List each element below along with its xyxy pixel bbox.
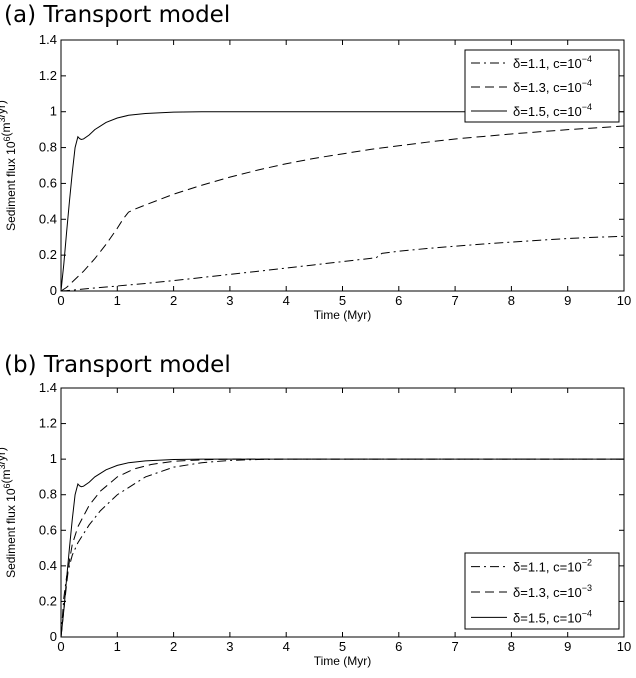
legend-entry: δ=1.5, c=10−4 <box>513 608 592 625</box>
series-line-3 <box>60 111 624 292</box>
y-tick-label: 0.8 <box>39 140 57 155</box>
x-tick-label: 4 <box>283 293 290 308</box>
legend-box <box>464 49 620 123</box>
legend-entry: δ=1.5, c=10−4 <box>513 102 592 119</box>
x-tick-label: 7 <box>451 293 458 308</box>
y-tick-label: 1 <box>50 451 57 466</box>
y-tick-label: 0 <box>50 283 57 298</box>
y-tick-label: 1.4 <box>39 380 57 395</box>
x-tick-label: 0 <box>57 639 64 654</box>
x-tick-label: 3 <box>226 639 233 654</box>
x-tick-label: 6 <box>395 639 402 654</box>
legend: δ=1.1, c=10−4 δ=1.3, c=10−4 δ=1.5, c=10−4 <box>464 49 620 123</box>
y-tick-label: 0.4 <box>39 211 57 226</box>
y-tick-label: 1.2 <box>39 68 57 83</box>
x-tick-label: 1 <box>114 639 121 654</box>
y-tick-label: 0.8 <box>39 487 57 502</box>
panel-b-title: (b) Transport model <box>4 352 231 378</box>
y-tick-label: 0.2 <box>39 247 57 262</box>
chart-panel-a: 0 1 2 3 4 5 6 7 8 9 10 0 0.2 0.4 0.6 0.8 1 1.2 1.4 Time (My… <box>0 32 631 322</box>
y-tick-label: 0.6 <box>39 175 57 190</box>
y-tick-label: 0.6 <box>39 522 57 537</box>
x-tick-label: 0 <box>57 293 64 308</box>
y-tick-label: 1 <box>50 104 57 119</box>
y-tick-label: 0.2 <box>39 593 57 608</box>
x-tick-label: 8 <box>508 293 515 308</box>
legend: δ=1.1, c=10−2 δ=1.3, c=10−3 δ=1.5, c=10−4 <box>464 552 620 630</box>
x-tick-label: 10 <box>617 639 631 654</box>
legend-entry: δ=1.1, c=10−2 <box>513 558 592 575</box>
y-axis-label: Sediment flux 106(m3/yr) <box>0 100 18 231</box>
y-tick-label: 0 <box>50 629 57 644</box>
legend-entry: δ=1.3, c=10−3 <box>513 583 592 600</box>
x-tick-label: 9 <box>564 293 571 308</box>
x-tick-label: 2 <box>170 639 177 654</box>
x-axis-label: Time (Myr) <box>314 654 372 668</box>
y-tick-label: 0.4 <box>39 558 57 573</box>
x-tick-label: 4 <box>283 639 290 654</box>
x-tick-label: 10 <box>617 293 631 308</box>
x-tick-label: 2 <box>170 293 177 308</box>
x-tick-label: 8 <box>508 639 515 654</box>
legend-entry: δ=1.1, c=10−4 <box>513 54 592 71</box>
series-line-3 <box>60 458 624 638</box>
x-tick-label: 1 <box>114 293 121 308</box>
x-tick-label: 5 <box>339 293 346 308</box>
x-tick-label: 6 <box>395 293 402 308</box>
y-tick-label: 1.4 <box>39 32 57 47</box>
x-tick-label: 5 <box>339 639 346 654</box>
x-tick-label: 3 <box>226 293 233 308</box>
panel-a-title: (a) Transport model <box>4 2 231 28</box>
x-tick-label: 7 <box>451 639 458 654</box>
series-line-1 <box>60 235 625 292</box>
legend-box <box>464 552 620 630</box>
series-line-2 <box>60 125 625 292</box>
x-tick-label: 9 <box>564 639 571 654</box>
legend-entry: δ=1.3, c=10−4 <box>513 78 592 95</box>
chart-panel-b: 0 1 2 3 4 5 6 7 8 9 10 0 0.2 0.4 0.6 0.8 1 1.2 1.4 Time (My… <box>0 380 631 668</box>
y-axis-label: Sediment flux 106(m3/yr) <box>0 447 18 578</box>
y-tick-label: 1.2 <box>39 416 57 431</box>
x-axis-label: Time (Myr) <box>314 308 372 322</box>
